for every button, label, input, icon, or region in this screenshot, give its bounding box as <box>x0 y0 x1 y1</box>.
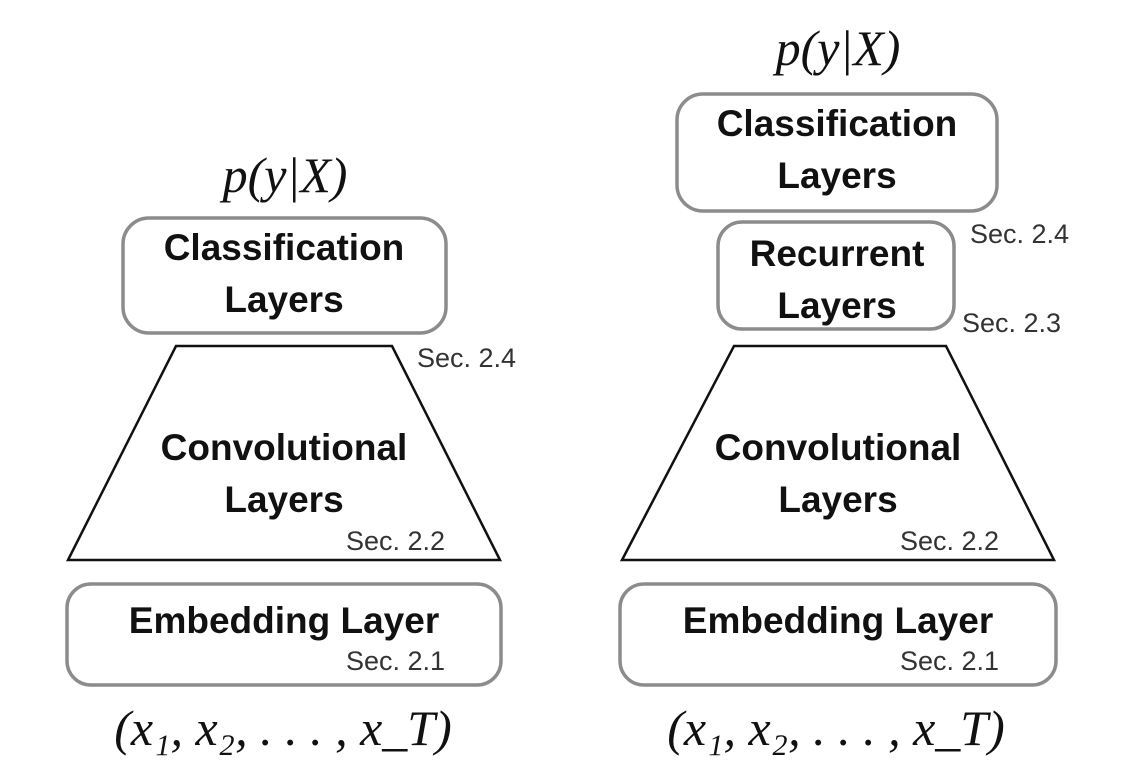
right-convolutional-label-line2: Layers <box>778 479 897 520</box>
right-recurrent-box <box>716 220 956 331</box>
left-convolutional-trapezoid <box>65 344 503 562</box>
right-stack: p(y|X) Classification Layers Sec. 2.4 Re… <box>618 20 1069 756</box>
right-embedding-box <box>618 582 1058 687</box>
left-classification-section: Sec. 2.4 <box>417 343 516 373</box>
left-classification-box <box>121 216 448 335</box>
right-convolutional-trapezoid <box>619 344 1057 562</box>
left-embedding-label: Embedding Layer <box>129 600 439 641</box>
left-embedding-section: Sec. 2.1 <box>346 646 445 676</box>
right-input-label: (x₁, x₂, . . . , x_T) <box>667 700 1004 756</box>
right-classification-box <box>675 92 999 213</box>
right-recurrent-section: Sec. 2.3 <box>962 308 1061 338</box>
right-embedding-section: Sec. 2.1 <box>900 646 999 676</box>
right-output-label: p(y|X) <box>773 20 901 76</box>
left-classification-label-line1: Classification <box>164 227 405 268</box>
right-convolutional-label-line1: Convolutional <box>715 427 962 468</box>
left-convolutional-section: Sec. 2.2 <box>346 526 445 556</box>
left-stack: p(y|X) Classification Layers Sec. 2.4 Co… <box>65 147 516 756</box>
right-classification-label-line2: Layers <box>777 155 896 196</box>
left-embedding-box <box>65 582 503 687</box>
left-output-label: p(y|X) <box>220 147 348 203</box>
left-convolutional-label-line2: Layers <box>224 479 343 520</box>
right-convolutional-section: Sec. 2.2 <box>900 526 999 556</box>
right-recurrent-label-line2: Layers <box>777 285 896 326</box>
left-convolutional-label-line1: Convolutional <box>161 427 408 468</box>
right-recurrent-label-line1: Recurrent <box>750 233 925 274</box>
right-classification-label-line1: Classification <box>717 103 958 144</box>
right-classification-section: Sec. 2.4 <box>970 219 1069 249</box>
left-classification-label-line2: Layers <box>224 279 343 320</box>
right-embedding-label: Embedding Layer <box>683 600 993 641</box>
left-input-label: (x₁, x₂, . . . , x_T) <box>114 700 451 756</box>
